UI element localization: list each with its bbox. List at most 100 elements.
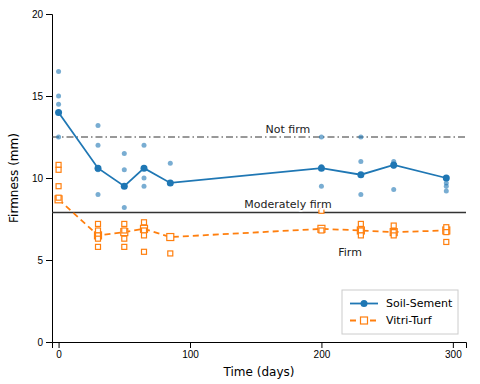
line-marker [141,225,148,232]
scatter-series [56,162,449,256]
point [391,164,396,169]
point [56,135,61,140]
line-marker [121,183,128,190]
legend-item: Vitri-Turf [350,314,433,327]
marker [142,233,147,238]
marker [319,164,324,169]
marker [96,244,101,249]
point [96,244,101,249]
point [444,225,449,230]
marker [444,239,449,244]
marker [122,184,127,189]
marker [142,220,147,225]
tick: 100 [182,342,199,360]
point [122,184,127,189]
marker [167,179,174,186]
point [358,135,363,140]
marker [319,135,324,140]
marker [358,159,363,164]
point [319,228,324,233]
point [96,143,101,148]
point [358,192,363,197]
legend-label: Vitri-Turf [386,314,433,327]
marker [391,223,396,228]
point [168,161,173,166]
point [56,69,61,74]
point [56,167,61,172]
line-series [55,109,450,190]
tick-label: 10 [32,173,44,184]
marker [96,167,101,172]
line-marker [141,165,148,172]
point [122,228,127,233]
marker [96,221,101,226]
tick-mark [46,342,52,343]
tick: 0 [56,342,62,360]
marker [318,165,325,172]
marker [358,221,363,226]
marker [444,184,449,189]
marker [141,225,148,232]
point [96,192,101,197]
legend-label: Soil-Sement [386,297,453,310]
point [142,176,147,181]
point [56,94,61,99]
axis-line [53,343,467,349]
marker [56,162,61,167]
point [391,223,396,228]
point [56,184,61,189]
marker [55,196,62,203]
point [444,189,449,194]
tick: 0 [37,337,52,348]
plot: 010020030005101520Not firmModerately fir… [32,9,467,360]
marker [358,233,363,238]
line-marker [55,196,62,203]
marker [142,249,147,254]
marker [56,184,61,189]
marker [122,236,127,241]
marker [96,143,101,148]
scatter-series [56,69,449,210]
x-axis: 0100200300 [53,342,467,360]
legend-marker-shape [361,317,368,324]
marker [56,94,61,99]
marker [56,167,61,172]
marker [168,161,173,166]
tick-mark [46,96,52,97]
marker [142,176,147,181]
line-marker [357,171,364,178]
marker [122,151,127,156]
tick-mark [46,178,52,179]
marker [444,225,449,230]
legend-marker [361,317,368,324]
marker [56,102,61,107]
point [122,244,127,249]
point [391,187,396,192]
marker [167,234,174,241]
tick-mark [59,342,60,348]
marker [95,165,102,172]
marker [96,236,101,241]
legend-marker-shape [361,300,368,307]
tick: 20 [32,9,52,20]
point [444,184,449,189]
marker [142,143,147,148]
point [319,135,324,140]
marker [122,221,127,226]
tick-label: 100 [182,349,199,360]
point [96,221,101,226]
marker [142,228,147,233]
axis-line [46,15,53,343]
annotation: Firm [338,246,362,259]
line-marker [167,179,174,186]
marker [96,228,101,233]
marker [122,244,127,249]
marker [142,184,147,189]
marker [444,189,449,194]
chart: 010020030005101520Not firmModerately fir… [0,0,480,384]
point [122,236,127,241]
point [444,239,449,244]
tick-label: 5 [37,255,43,266]
point [56,195,61,200]
point [358,228,363,233]
